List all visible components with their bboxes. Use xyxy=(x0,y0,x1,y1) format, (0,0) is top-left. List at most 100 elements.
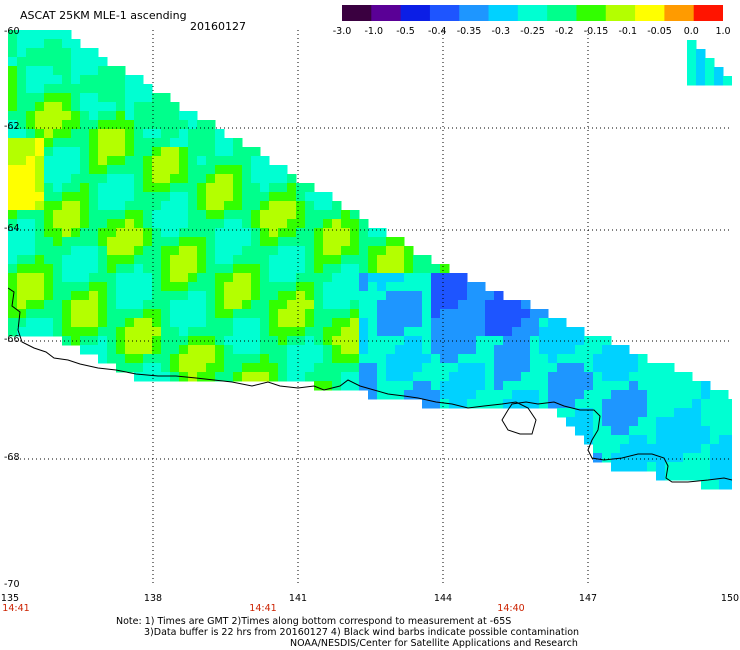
swath-cell xyxy=(17,219,27,229)
swath-cell xyxy=(26,120,36,130)
swath-cell xyxy=(134,138,144,148)
swath-cell xyxy=(395,264,405,274)
swath-cell xyxy=(674,426,684,436)
swath-cell xyxy=(269,372,279,382)
swath-cell xyxy=(206,219,216,229)
swath-cell xyxy=(287,192,297,202)
swath-cell xyxy=(665,390,675,400)
swath-cell xyxy=(197,291,207,301)
swath-cell xyxy=(53,291,63,301)
swath-cell xyxy=(197,255,207,265)
swath-cell xyxy=(359,237,369,247)
swath-cell xyxy=(143,210,153,220)
swath-cell xyxy=(647,408,657,418)
swath-cell xyxy=(89,174,99,184)
swath-cell xyxy=(323,336,333,346)
swath-cell xyxy=(215,183,225,193)
swath-cell xyxy=(485,399,495,409)
swath-cell xyxy=(251,363,261,373)
swath-cell xyxy=(683,417,693,427)
swath-cell xyxy=(80,309,90,319)
swath-cell xyxy=(62,210,72,220)
swath-cell xyxy=(305,246,315,256)
swath-cell xyxy=(593,363,603,373)
swath-cell xyxy=(584,381,594,391)
swath-cell xyxy=(89,138,99,148)
swath-cell xyxy=(242,336,252,346)
swath-cell xyxy=(161,354,171,364)
swath-cell xyxy=(548,327,558,337)
swath-cell xyxy=(656,417,666,427)
swath-cell xyxy=(413,345,423,355)
swath-cell xyxy=(71,282,81,292)
swath-cell xyxy=(206,300,216,310)
swath-cell xyxy=(548,345,558,355)
map-title: ASCAT 25KM MLE-1 ascending xyxy=(20,9,187,22)
swath-cell xyxy=(179,165,189,175)
swath-cell xyxy=(665,444,675,454)
swath-cell xyxy=(539,336,549,346)
swath-cell xyxy=(395,291,405,301)
swath-cell xyxy=(170,255,180,265)
swath-cell xyxy=(413,372,423,382)
swath-cell xyxy=(386,300,396,310)
colorbar-label: -0.5 xyxy=(396,26,415,37)
swath-cell xyxy=(251,165,261,175)
swath-cell xyxy=(602,390,612,400)
swath-cell xyxy=(350,381,360,391)
swath-cell xyxy=(98,291,108,301)
swath-cell xyxy=(269,201,279,211)
swath-cell xyxy=(53,120,63,130)
swath-cell xyxy=(422,381,432,391)
swath-cell xyxy=(224,228,234,238)
swath-cell xyxy=(179,237,189,247)
swath-cell xyxy=(206,237,216,247)
swath-cell xyxy=(341,210,351,220)
swath-cell xyxy=(35,156,45,166)
swath-cell xyxy=(17,174,27,184)
swath-cell xyxy=(359,273,369,283)
swath-cell xyxy=(368,372,378,382)
swath-cell xyxy=(125,282,135,292)
swath-cell xyxy=(161,120,171,130)
swath-cell xyxy=(368,318,378,328)
swath-cell xyxy=(629,399,639,409)
swath-cell xyxy=(188,264,198,274)
swath-cell xyxy=(728,444,732,454)
swath-cell xyxy=(26,66,36,76)
swath-cell xyxy=(62,156,72,166)
swath-cell xyxy=(287,201,297,211)
swath-cell xyxy=(287,291,297,301)
swath-cell xyxy=(89,210,99,220)
swath-cell xyxy=(224,345,234,355)
swath-cell xyxy=(701,426,711,436)
swath-cell xyxy=(377,255,387,265)
colorbar-label: 0.0 xyxy=(683,26,699,37)
swath-cell xyxy=(98,138,108,148)
swath-cell xyxy=(620,399,630,409)
swath-cell xyxy=(134,165,144,175)
swath-cell xyxy=(107,282,117,292)
swath-cell xyxy=(170,354,180,364)
swath-cell xyxy=(287,318,297,328)
swath-cell xyxy=(89,318,99,328)
swath-cell xyxy=(719,399,729,409)
swath-cell xyxy=(224,156,234,166)
swath-cell xyxy=(134,291,144,301)
swath-cell xyxy=(233,255,243,265)
swath-cell xyxy=(215,273,225,283)
swath-cell xyxy=(134,273,144,283)
swath-cell xyxy=(80,327,90,337)
swath-cell xyxy=(404,300,414,310)
swath-cell xyxy=(323,291,333,301)
swath-cell xyxy=(161,201,171,211)
swath-cell xyxy=(35,129,45,139)
swath-cell xyxy=(71,93,81,103)
swath-cell xyxy=(404,282,414,292)
swath-cell xyxy=(125,246,135,256)
swath-cell xyxy=(89,345,99,355)
swath-cell xyxy=(233,264,243,274)
swath-cell xyxy=(44,111,54,121)
swath-cell xyxy=(53,300,63,310)
swath-cell xyxy=(188,174,198,184)
